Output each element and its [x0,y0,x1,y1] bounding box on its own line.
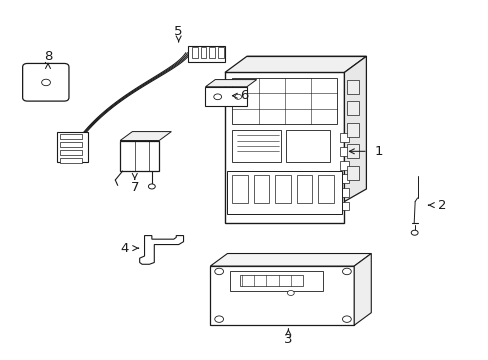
Text: 3: 3 [284,333,292,346]
Polygon shape [353,253,370,325]
Text: 4: 4 [121,242,129,255]
Text: 5: 5 [174,25,183,38]
Bar [285,130,329,162]
Bar [60,158,82,163]
Bar [191,47,197,58]
Bar [318,175,333,203]
Text: 7: 7 [130,181,139,194]
FancyBboxPatch shape [22,63,69,101]
Bar [339,161,348,170]
Bar [239,275,303,286]
Bar [232,78,336,125]
Bar [60,134,82,139]
Bar [346,144,358,158]
Bar [339,202,348,211]
Circle shape [342,268,350,275]
Bar [209,47,215,58]
Bar [200,47,206,58]
Bar [229,271,322,291]
Bar [296,175,312,203]
Text: 1: 1 [374,145,382,158]
Bar [232,130,281,162]
Circle shape [287,291,294,296]
Bar [188,45,224,62]
Bar [339,188,348,197]
Bar [346,101,358,116]
Bar [346,166,358,180]
Polygon shape [205,80,256,87]
Text: 2: 2 [437,199,446,212]
Bar [275,175,290,203]
Circle shape [214,316,223,322]
Circle shape [234,94,241,99]
Circle shape [213,94,221,100]
Bar [210,266,353,325]
Polygon shape [120,132,171,140]
Polygon shape [224,56,366,72]
Text: 6: 6 [240,89,248,102]
Circle shape [148,184,155,189]
Polygon shape [140,235,183,264]
Bar [224,72,344,223]
Bar [339,147,348,156]
Bar [346,80,358,94]
Bar [60,142,82,147]
Bar [339,174,348,183]
Circle shape [342,316,350,322]
Bar [57,132,88,162]
Bar [346,123,358,137]
Bar [339,134,348,142]
Polygon shape [205,87,246,107]
Bar [227,171,341,214]
Text: 8: 8 [44,50,52,63]
Bar [232,175,247,203]
Circle shape [410,230,417,235]
Circle shape [214,268,223,275]
Polygon shape [344,56,366,202]
Polygon shape [210,253,370,266]
Circle shape [41,79,50,86]
Bar [60,150,82,155]
Bar [253,175,269,203]
Bar [218,47,224,58]
Bar [120,140,159,171]
